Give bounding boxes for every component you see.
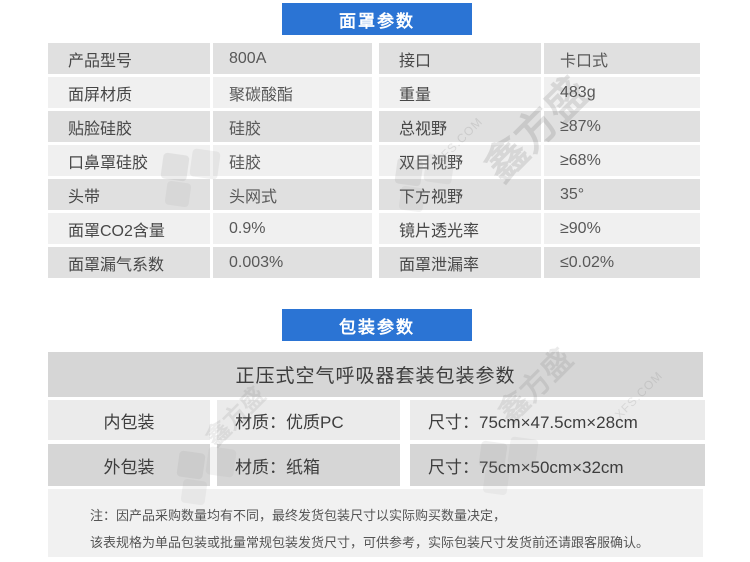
packaging-section-title: 包装参数 bbox=[339, 317, 415, 337]
package-material: 材质：纸箱 bbox=[217, 444, 400, 486]
spec-value: 0.003% bbox=[213, 247, 372, 278]
table-row: 镜片透光率 ≥90% bbox=[379, 213, 700, 244]
table-row: 内包装 材质：优质PC 尺寸：75cm×47.5cm×28cm bbox=[48, 400, 705, 440]
table-row: 外包装 材质：纸箱 尺寸：75cm×50cm×32cm bbox=[48, 444, 705, 486]
mask-section-title: 面罩参数 bbox=[339, 11, 415, 31]
spec-value: 483g bbox=[544, 77, 700, 108]
table-row: 总视野 ≥87% bbox=[379, 111, 700, 142]
spec-value: 硅胶 bbox=[213, 145, 372, 176]
spec-label: 头带 bbox=[48, 179, 210, 210]
spec-label: 总视野 bbox=[379, 111, 541, 142]
packaging-table-title: 正压式空气呼吸器套装包装参数 bbox=[48, 352, 703, 397]
note-line-1: 注：因产品采购数量均有不同，最终发货包装尺寸以实际购买数量决定， bbox=[90, 508, 507, 523]
spec-value: 35° bbox=[544, 179, 700, 210]
spec-value: 头网式 bbox=[213, 179, 372, 210]
mask-section-header: 面罩参数 bbox=[282, 3, 472, 35]
spec-value: ≥68% bbox=[544, 145, 700, 176]
spec-value: ≥90% bbox=[544, 213, 700, 244]
table-row: 产品型号 800A bbox=[48, 43, 372, 74]
spec-label: 产品型号 bbox=[48, 43, 210, 74]
note-line-2: 该表规格为单品包装或批量常规包装发货尺寸，可供参考，实际包装尺寸发货前还请跟客服… bbox=[90, 535, 650, 550]
table-row: 接口 卡口式 bbox=[379, 43, 700, 74]
table-row: 下方视野 35° bbox=[379, 179, 700, 210]
spec-label: 贴脸硅胶 bbox=[48, 111, 210, 142]
table-row: 面罩CO2含量 0.9% bbox=[48, 213, 372, 244]
spec-label: 面罩漏气系数 bbox=[48, 247, 210, 278]
mask-spec-table-right: 接口 卡口式 重量 483g 总视野 ≥87% 双目视野 ≥68% 下方视野 3… bbox=[379, 43, 700, 281]
spec-label: 重量 bbox=[379, 77, 541, 108]
spec-value: 800A bbox=[213, 43, 372, 74]
spec-label: 接口 bbox=[379, 43, 541, 74]
table-row: 面罩泄漏率 ≤0.02% bbox=[379, 247, 700, 278]
spec-value: 0.9% bbox=[213, 213, 372, 244]
spec-label: 双目视野 bbox=[379, 145, 541, 176]
spec-value: 卡口式 bbox=[544, 43, 700, 74]
mask-spec-table-left: 产品型号 800A 面屏材质 聚碳酸酯 贴脸硅胶 硅胶 口鼻罩硅胶 硅胶 头带 … bbox=[48, 43, 372, 281]
table-row: 贴脸硅胶 硅胶 bbox=[48, 111, 372, 142]
spec-value: ≤0.02% bbox=[544, 247, 700, 278]
spec-label: 面罩泄漏率 bbox=[379, 247, 541, 278]
spec-label: 面屏材质 bbox=[48, 77, 210, 108]
package-type: 外包装 bbox=[48, 444, 210, 486]
table-row: 双目视野 ≥68% bbox=[379, 145, 700, 176]
packaging-note: 注：因产品采购数量均有不同，最终发货包装尺寸以实际购买数量决定， 该表规格为单品… bbox=[48, 489, 703, 557]
spec-value: 聚碳酸酯 bbox=[213, 77, 372, 108]
table-row: 面屏材质 聚碳酸酯 bbox=[48, 77, 372, 108]
spec-label: 下方视野 bbox=[379, 179, 541, 210]
package-size: 尺寸：75cm×50cm×32cm bbox=[410, 444, 705, 486]
spec-value: ≥87% bbox=[544, 111, 700, 142]
table-row: 口鼻罩硅胶 硅胶 bbox=[48, 145, 372, 176]
spec-label: 口鼻罩硅胶 bbox=[48, 145, 210, 176]
spec-value: 硅胶 bbox=[213, 111, 372, 142]
package-material: 材质：优质PC bbox=[217, 400, 400, 440]
table-row: 头带 头网式 bbox=[48, 179, 372, 210]
spec-label: 镜片透光率 bbox=[379, 213, 541, 244]
package-type: 内包装 bbox=[48, 400, 210, 440]
table-row: 重量 483g bbox=[379, 77, 700, 108]
packaging-section-header: 包装参数 bbox=[282, 309, 472, 341]
table-row: 面罩漏气系数 0.003% bbox=[48, 247, 372, 278]
package-size: 尺寸：75cm×47.5cm×28cm bbox=[410, 400, 705, 440]
spec-label: 面罩CO2含量 bbox=[48, 213, 210, 244]
